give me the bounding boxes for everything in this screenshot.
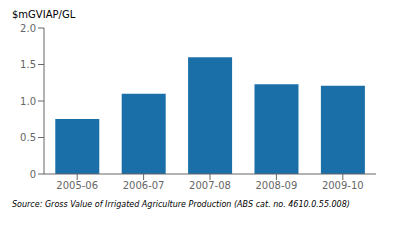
svg-text:0: 0 [30,169,36,180]
svg-text:1.5: 1.5 [20,59,36,70]
svg-text:1.0: 1.0 [20,96,36,107]
svg-text:2009-10: 2009-10 [322,180,364,191]
svg-text:2005-06: 2005-06 [56,180,98,191]
svg-text:2007-08: 2007-08 [189,180,231,191]
html-text:Source: Gross Value of Irrigat: Source: Gross Value of Irrigated Agricul… [12,200,350,209]
svg-text:2.0: 2.0 [20,23,36,34]
html-text:$mGVIAP/GL: $mGVIAP/GL [12,9,76,20]
svg-text:2008-09: 2008-09 [256,180,298,191]
svg-text:2006-07: 2006-07 [123,180,165,191]
svg-text:0.5: 0.5 [20,132,36,143]
